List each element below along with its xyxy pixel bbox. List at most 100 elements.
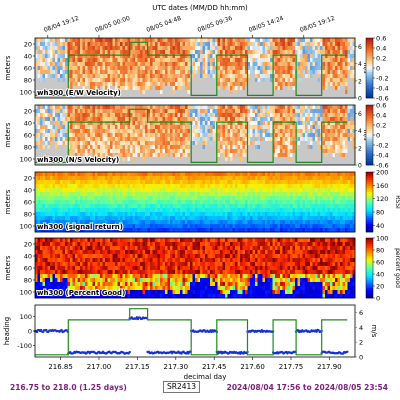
heatmap-cell xyxy=(332,113,336,118)
heatmap-cell xyxy=(252,129,256,134)
heatmap-cell xyxy=(187,184,191,189)
heatmap-cell xyxy=(152,192,156,197)
heatmap-cell xyxy=(345,86,348,91)
heatmap-cell xyxy=(305,121,308,126)
heatmap-cell xyxy=(290,121,293,126)
colorbar-tick-label: -0.6 xyxy=(376,95,389,103)
heatmap-cell xyxy=(175,196,178,201)
heatmap-cell xyxy=(202,141,206,146)
heatmap-cell xyxy=(137,204,141,209)
heatmap-cell xyxy=(332,74,336,79)
heatmap-cell xyxy=(95,172,98,177)
heatmap-cell xyxy=(285,161,288,166)
heatmap-cell xyxy=(302,145,306,150)
heatmap-cell xyxy=(315,58,318,63)
heatmap-cell xyxy=(290,117,293,122)
heatmap-cell xyxy=(275,109,278,114)
heatmap-cell xyxy=(52,220,56,225)
heatmap-cell xyxy=(55,216,58,221)
heatmap-cell xyxy=(87,208,91,213)
heatmap-cell xyxy=(345,105,348,110)
heatmap-cell xyxy=(42,149,46,154)
heatmap-cell xyxy=(92,196,96,201)
heatmap-cell xyxy=(252,145,256,150)
colorbar-tick-label: 0.4 xyxy=(376,45,386,53)
heatmap-cell xyxy=(162,54,166,59)
heatmap-cell xyxy=(85,153,88,158)
heatmap-cell xyxy=(142,50,146,55)
heatmap-cell xyxy=(197,220,201,225)
heatmap-cell xyxy=(35,50,38,55)
heatmap-cell xyxy=(95,196,98,201)
heatmap-cell xyxy=(170,129,173,134)
heatmap-cell xyxy=(275,145,278,150)
heatmap-cell xyxy=(292,94,296,99)
heatmap-cell xyxy=(150,121,153,126)
heatmap-cell xyxy=(302,117,306,122)
heatmap-cell xyxy=(167,157,171,162)
heatmap-cell xyxy=(152,46,156,51)
heatmap-cell xyxy=(332,133,336,138)
heatmap-cell xyxy=(102,220,106,225)
heatmap-cell xyxy=(90,54,93,59)
heatmap-cell xyxy=(70,141,73,146)
heatmap-cell xyxy=(75,137,78,142)
heatmap-cell xyxy=(65,46,68,51)
heatmap-cell xyxy=(185,172,188,177)
heatmap-cell xyxy=(302,141,306,146)
heatmap-cell xyxy=(297,105,301,110)
heatmap-cell xyxy=(65,62,68,67)
heatmap-cell xyxy=(287,46,291,51)
heatmap-cell xyxy=(155,153,158,158)
heatmap-cell xyxy=(180,180,183,185)
heatmap-cell xyxy=(105,172,108,177)
heatmap-cell xyxy=(75,172,78,177)
heatmap-cell xyxy=(195,129,198,134)
heatmap-cell xyxy=(115,94,118,99)
heatmap-cell xyxy=(347,70,351,75)
heatmap-cell xyxy=(155,62,158,67)
heatmap-cell xyxy=(107,90,111,95)
heatmap-cell xyxy=(175,137,178,142)
heatmap-cell xyxy=(340,62,343,67)
heatmap-cell xyxy=(162,224,166,229)
heatmap-cell xyxy=(147,82,151,87)
heatmap-cell xyxy=(280,157,283,162)
heatmap-cell xyxy=(57,113,61,118)
heatmap-cell xyxy=(182,149,186,154)
heatmap-cell xyxy=(67,196,71,201)
heatmap-cell xyxy=(322,117,326,122)
heatmap-cell xyxy=(140,172,143,177)
heatmap-cell xyxy=(97,137,101,142)
heatmap-cell xyxy=(70,58,73,63)
heatmap-cell xyxy=(277,161,281,166)
heatmap-cell xyxy=(287,90,291,95)
heatmap-cell xyxy=(152,117,156,122)
heatmap-cell xyxy=(272,78,276,83)
heatmap-cell xyxy=(85,66,88,71)
heatmap-cell xyxy=(217,78,221,83)
heatmap-cell xyxy=(160,141,163,146)
heatmap-cell xyxy=(257,42,261,47)
heatmap-cell xyxy=(85,180,88,185)
heatmap-cell xyxy=(290,62,293,67)
heatmap-cell xyxy=(177,153,181,158)
heatmap-cell xyxy=(342,70,346,75)
heatmap-cell xyxy=(167,224,171,229)
heatmap-cell xyxy=(267,74,271,79)
heatmap-cell xyxy=(330,42,333,47)
heatmap-cell xyxy=(207,105,211,110)
heatmap-cell xyxy=(152,113,156,118)
heatmap-cell xyxy=(342,129,346,134)
heatmap-cell xyxy=(202,125,206,130)
heatmap-cell xyxy=(352,157,356,162)
heatmap-cell xyxy=(127,184,131,189)
heatmap-cell xyxy=(185,121,188,126)
heatmap-cell xyxy=(167,161,171,166)
heatmap-cell xyxy=(187,208,191,213)
heatmap-cell xyxy=(350,62,353,67)
heatmap-cell xyxy=(102,141,106,146)
heatmap-cell xyxy=(125,50,128,55)
heatmap-cell xyxy=(147,176,151,181)
heatmap-cell xyxy=(275,86,278,91)
